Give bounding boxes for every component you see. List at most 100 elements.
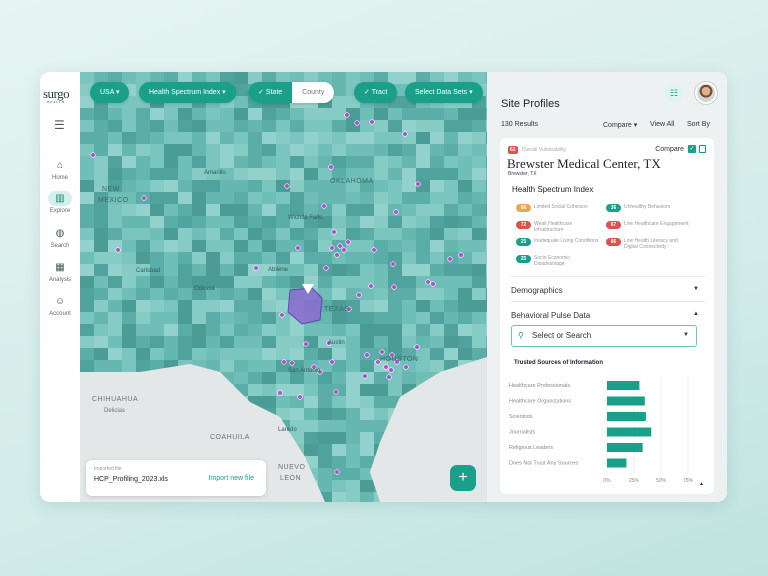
map-region[interactable] [206, 348, 220, 360]
map-region[interactable] [122, 168, 136, 180]
map-region[interactable] [234, 96, 248, 108]
map-region[interactable] [150, 144, 164, 156]
map-region[interactable] [472, 216, 486, 228]
map-region[interactable] [290, 372, 304, 384]
map-region[interactable] [290, 264, 304, 276]
map-region[interactable] [164, 348, 178, 360]
map-region[interactable] [80, 216, 94, 228]
map-region[interactable] [318, 420, 332, 432]
map-region[interactable] [318, 492, 332, 502]
map-region[interactable] [318, 480, 332, 492]
map-region[interactable] [150, 108, 164, 120]
map-region[interactable] [108, 108, 122, 120]
map-region[interactable] [206, 264, 220, 276]
map-region[interactable] [192, 180, 206, 192]
map-region[interactable] [164, 324, 178, 336]
map-region[interactable] [108, 252, 122, 264]
map-region[interactable] [178, 264, 192, 276]
map-region[interactable] [332, 156, 346, 168]
map-region[interactable] [360, 252, 374, 264]
map-region[interactable] [304, 108, 318, 120]
map-region[interactable] [388, 216, 402, 228]
map-region[interactable] [136, 204, 150, 216]
map-region[interactable] [360, 288, 374, 300]
bar[interactable] [607, 412, 646, 421]
map-region[interactable] [374, 300, 388, 312]
map-region[interactable] [122, 216, 136, 228]
map-region[interactable] [220, 348, 234, 360]
map-region[interactable] [220, 252, 234, 264]
map-region[interactable] [136, 72, 150, 84]
map-region[interactable] [178, 300, 192, 312]
map-region[interactable] [402, 156, 416, 168]
map-region[interactable] [206, 300, 220, 312]
map-region[interactable] [416, 276, 430, 288]
map-region[interactable] [108, 288, 122, 300]
map-region[interactable] [402, 108, 416, 120]
map-region[interactable] [248, 72, 262, 84]
map-region[interactable] [444, 348, 458, 360]
map-view[interactable]: NEW MEXICO Amarillo OKLAHOMA Wichita Fal… [80, 72, 487, 502]
map-region[interactable] [262, 228, 276, 240]
site-marker[interactable] [331, 229, 337, 235]
map-region[interactable] [178, 276, 192, 288]
map-region[interactable] [94, 216, 108, 228]
map-region[interactable] [220, 156, 234, 168]
map-region[interactable] [122, 252, 136, 264]
map-region[interactable] [346, 384, 360, 396]
map-region[interactable] [486, 84, 487, 96]
map-region[interactable] [374, 168, 388, 180]
map-region[interactable] [332, 84, 346, 96]
site-marker[interactable] [425, 279, 431, 285]
map-region[interactable] [458, 192, 472, 204]
map-region[interactable] [164, 312, 178, 324]
map-region[interactable] [332, 432, 346, 444]
map-region[interactable] [458, 204, 472, 216]
map-region[interactable] [150, 240, 164, 252]
map-region[interactable] [206, 216, 220, 228]
map-region[interactable] [402, 168, 416, 180]
map-region[interactable] [318, 408, 332, 420]
map-region[interactable] [458, 132, 472, 144]
map-region[interactable] [248, 312, 262, 324]
site-marker[interactable] [345, 239, 351, 245]
map-region[interactable] [318, 204, 332, 216]
map-region[interactable] [374, 276, 388, 288]
site-marker[interactable] [115, 247, 121, 253]
map-region[interactable] [304, 192, 318, 204]
map-region[interactable] [164, 240, 178, 252]
map-region[interactable] [206, 336, 220, 348]
map-region[interactable] [220, 108, 234, 120]
map-region[interactable] [290, 120, 304, 132]
map-region[interactable] [248, 192, 262, 204]
map-region[interactable] [444, 120, 458, 132]
map-region[interactable] [136, 132, 150, 144]
map-region[interactable] [374, 288, 388, 300]
map-region[interactable] [374, 192, 388, 204]
map-region[interactable] [444, 180, 458, 192]
map-region[interactable] [94, 300, 108, 312]
map-region[interactable] [122, 324, 136, 336]
map-region[interactable] [178, 120, 192, 132]
map-region[interactable] [416, 144, 430, 156]
map-region[interactable] [178, 156, 192, 168]
map-region[interactable] [318, 240, 332, 252]
map-region[interactable] [360, 180, 374, 192]
bookmark-icon[interactable] [699, 145, 706, 153]
site-marker[interactable] [393, 209, 399, 215]
map-region[interactable] [318, 72, 332, 84]
map-region[interactable] [486, 108, 487, 120]
map-region[interactable] [248, 120, 262, 132]
map-region[interactable] [304, 144, 318, 156]
map-region[interactable] [206, 252, 220, 264]
site-marker[interactable] [329, 359, 335, 365]
map-region[interactable] [332, 456, 346, 468]
map-region[interactable] [178, 336, 192, 348]
map-region[interactable] [374, 108, 388, 120]
map-region[interactable] [346, 180, 360, 192]
map-region[interactable] [332, 96, 346, 108]
map-region[interactable] [262, 216, 276, 228]
map-region[interactable] [402, 228, 416, 240]
map-region[interactable] [94, 228, 108, 240]
map-region[interactable] [234, 216, 248, 228]
